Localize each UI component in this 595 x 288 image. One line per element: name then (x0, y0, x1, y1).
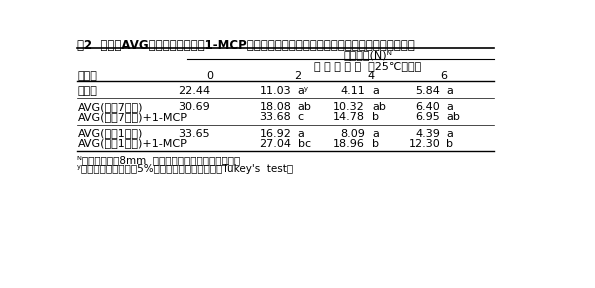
Text: a: a (298, 128, 305, 139)
Text: 33.65: 33.65 (178, 128, 210, 139)
Text: a: a (372, 128, 379, 139)
Text: 30.69: 30.69 (178, 102, 210, 112)
Text: 6.95: 6.95 (415, 112, 440, 122)
Text: ʸ異なる英小文字間に5%の危険率で有意差あり（Tukey's  test）: ʸ異なる英小文字間に5%の危険率で有意差あり（Tukey's test） (77, 164, 293, 174)
Text: 16.92: 16.92 (259, 128, 292, 139)
Text: a: a (372, 86, 379, 96)
Text: AVG(収穫1日前): AVG(収穫1日前) (77, 128, 143, 139)
Text: 4.11: 4.11 (340, 86, 365, 96)
Text: a: a (446, 128, 453, 139)
Text: 0: 0 (206, 71, 214, 81)
Text: 果肉硬度(N)ᴺ: 果肉硬度(N)ᴺ (343, 50, 392, 60)
Text: ab: ab (372, 102, 386, 112)
Text: 4: 4 (368, 71, 375, 81)
Text: 10.32: 10.32 (333, 102, 365, 112)
Text: 収 穫 後 日 数  （25℃貯蔵）: 収 穫 後 日 数 （25℃貯蔵） (314, 61, 421, 71)
Text: AVG(収穫7日前): AVG(収穫7日前) (77, 102, 143, 112)
Text: 無処理: 無処理 (77, 86, 98, 96)
Text: bc: bc (298, 139, 311, 149)
Text: AVG(収穫7日前)+1-MCP: AVG(収穫7日前)+1-MCP (77, 112, 187, 122)
Text: c: c (298, 112, 303, 122)
Text: 12.30: 12.30 (408, 139, 440, 149)
Text: 6: 6 (440, 71, 447, 81)
Text: 6.40: 6.40 (415, 102, 440, 112)
Text: a: a (446, 102, 453, 112)
Text: AVG(収穫1日前)+1-MCP: AVG(収穫1日前)+1-MCP (77, 139, 187, 149)
Text: ᴺ硬度計（直径8mm  円柱形プローブ）を用いて測定: ᴺ硬度計（直径8mm 円柱形プローブ）を用いて測定 (77, 156, 241, 165)
Text: 22.44: 22.44 (178, 86, 210, 96)
Text: a: a (446, 86, 453, 96)
Text: 18.96: 18.96 (333, 139, 365, 149)
Text: 14.78: 14.78 (333, 112, 365, 122)
Text: b: b (446, 139, 453, 149)
Text: 11.03: 11.03 (260, 86, 292, 96)
Text: 2: 2 (294, 71, 301, 81)
Text: ab: ab (298, 102, 311, 112)
Text: 18.08: 18.08 (259, 102, 292, 112)
Text: b: b (372, 139, 379, 149)
Text: b: b (372, 112, 379, 122)
Text: 表2  収穫前AVG処理および収穫後1-MCP処理がモモ果実「あかつき」の果肉硬度に及ぼす影響: 表2 収穫前AVG処理および収穫後1-MCP処理がモモ果実「あかつき」の果肉硬度… (77, 39, 415, 52)
Text: 27.04: 27.04 (259, 139, 292, 149)
Text: aʸ: aʸ (298, 86, 309, 96)
Text: 5.84: 5.84 (415, 86, 440, 96)
Text: 処理区: 処理区 (77, 71, 98, 81)
Text: 8.09: 8.09 (340, 128, 365, 139)
Text: ab: ab (446, 112, 461, 122)
Text: 33.68: 33.68 (259, 112, 292, 122)
Text: 4.39: 4.39 (415, 128, 440, 139)
